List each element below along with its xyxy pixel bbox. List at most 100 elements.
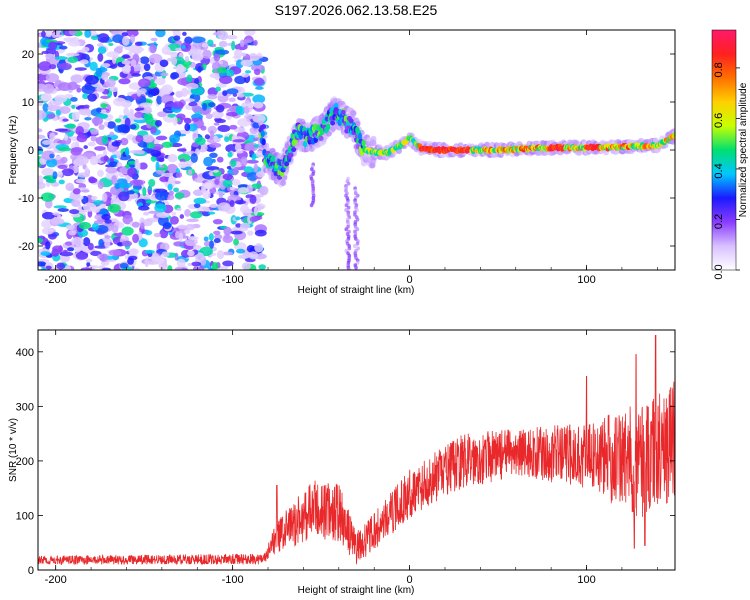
spectrogram-xtick-label: 100 — [577, 274, 595, 286]
spectrogram-cell — [126, 30, 139, 38]
spectrogram-cell — [118, 114, 124, 120]
spectrogram-cell — [148, 94, 154, 98]
spectrogram-cell — [118, 78, 131, 85]
spectrogram-cell — [184, 123, 191, 132]
spectrogram-cell — [168, 176, 177, 182]
spectrogram-cell — [192, 189, 204, 197]
spectrogram-cell — [158, 157, 165, 163]
spectrogram-cell — [161, 172, 175, 178]
spectrogram-cell — [91, 222, 99, 231]
spectrogram-cell — [87, 141, 96, 147]
spectrogram-cell — [98, 124, 105, 131]
spectrogram-cell — [215, 86, 221, 92]
spectrogram-cell — [45, 30, 53, 38]
spectrogram-cell — [235, 223, 242, 228]
spectrogram-cell — [104, 219, 112, 224]
spectrogram-cell — [62, 118, 69, 122]
spectrogram-cell — [159, 59, 169, 67]
spectrogram-cell — [173, 35, 181, 41]
spectrogram-cell — [258, 264, 267, 270]
spectrogram-cell — [142, 134, 155, 143]
spectrogram-cell — [85, 74, 99, 85]
spectrogram-cell — [226, 88, 239, 95]
spectrogram-cell — [155, 191, 169, 201]
spectrogram-cell — [38, 181, 46, 190]
spectrogram-cell — [187, 123, 198, 132]
snr-xlabel: Height of straight line (km) — [298, 585, 415, 596]
spectrogram-cell — [194, 137, 206, 146]
snr-series-line — [38, 335, 675, 566]
spectrogram-cell — [48, 64, 57, 70]
spectrogram-cell — [213, 135, 218, 142]
spectrogram-cell — [89, 155, 99, 166]
spectrogram-cell — [86, 262, 91, 267]
spectrogram-cell — [177, 78, 189, 86]
snr-ytick-label: 300 — [16, 401, 34, 413]
spectrogram-cell — [204, 240, 211, 247]
spectrogram-cell — [225, 144, 238, 153]
spectrogram-cell — [161, 46, 171, 55]
spectrogram-cell — [253, 68, 261, 76]
spectrogram-cell — [185, 239, 192, 246]
spectrogram-cell — [237, 93, 245, 98]
spectrogram-cell — [71, 213, 81, 218]
spectrogram-cell — [148, 178, 156, 187]
spectrogram-cell — [144, 249, 155, 254]
spectrogram-cell — [93, 199, 103, 206]
spectrogram-cell — [121, 64, 131, 74]
spectrogram-cell — [233, 127, 246, 133]
spectrogram-cell — [90, 128, 99, 135]
spectrogram-cell — [97, 46, 107, 55]
spectrogram-cell — [222, 235, 234, 244]
spectrogram-cell — [222, 251, 234, 256]
spectrogram-cell — [200, 125, 207, 131]
spectrogram-cell — [216, 156, 224, 163]
spectrogram-cell — [230, 159, 237, 167]
spectrogram-cell — [70, 74, 84, 84]
spectrogram-cell — [121, 36, 130, 46]
spectrogram-cell — [171, 211, 177, 216]
spectrogram-cell — [248, 251, 259, 260]
spectrogram-cell — [249, 150, 254, 155]
spectrogram-cell — [162, 222, 172, 230]
spectrogram-cell — [49, 132, 56, 141]
spectrogram-cell — [355, 260, 360, 265]
spectrogram-cell — [75, 251, 89, 260]
spectrogram-cell — [79, 59, 89, 65]
spectrogram-cell — [143, 106, 152, 114]
spectrogram-cell — [325, 123, 331, 131]
spectrogram-cell — [202, 49, 212, 59]
spectrogram-cell — [218, 191, 223, 199]
spectrogram-cell — [218, 60, 223, 65]
colorbar-tick-label: 0.6 — [713, 113, 725, 128]
spectrogram-cell — [153, 232, 162, 238]
spectrogram-cell — [353, 244, 357, 248]
spectrogram-cell — [232, 55, 242, 59]
spectrogram-xtick-label: -100 — [222, 274, 244, 286]
spectrogram-cell — [109, 131, 115, 137]
spectrogram-cell — [172, 30, 179, 34]
spectrogram-xlabel: Height of straight line (km) — [298, 285, 415, 296]
spectrogram-cell — [209, 203, 218, 209]
spectrogram-cell — [54, 94, 68, 103]
spectrogram-cell — [203, 181, 214, 190]
spectrogram-cell — [215, 49, 230, 55]
spectrogram-cell — [167, 153, 178, 163]
spectrogram-cell — [161, 84, 174, 95]
spectrogram-cell — [111, 175, 118, 186]
spectrogram-cell — [100, 109, 107, 113]
spectrogram-cell — [309, 203, 314, 208]
spectrogram-cell — [232, 139, 246, 143]
spectrogram-cell — [76, 87, 82, 93]
spectrogram-cell — [271, 155, 276, 163]
spectrogram-cell — [183, 98, 196, 102]
spectrogram-cell — [66, 52, 80, 57]
spectrogram-cell — [240, 204, 250, 214]
spectrogram-cell — [225, 34, 238, 40]
spectrogram-cell — [214, 118, 226, 124]
spectrogram-ytick-label: -20 — [18, 241, 34, 253]
snr-xtick-label: -100 — [222, 574, 244, 586]
spectrogram-cell — [355, 227, 360, 232]
spectrogram-cell — [48, 41, 58, 51]
spectrogram-cell — [236, 248, 246, 254]
